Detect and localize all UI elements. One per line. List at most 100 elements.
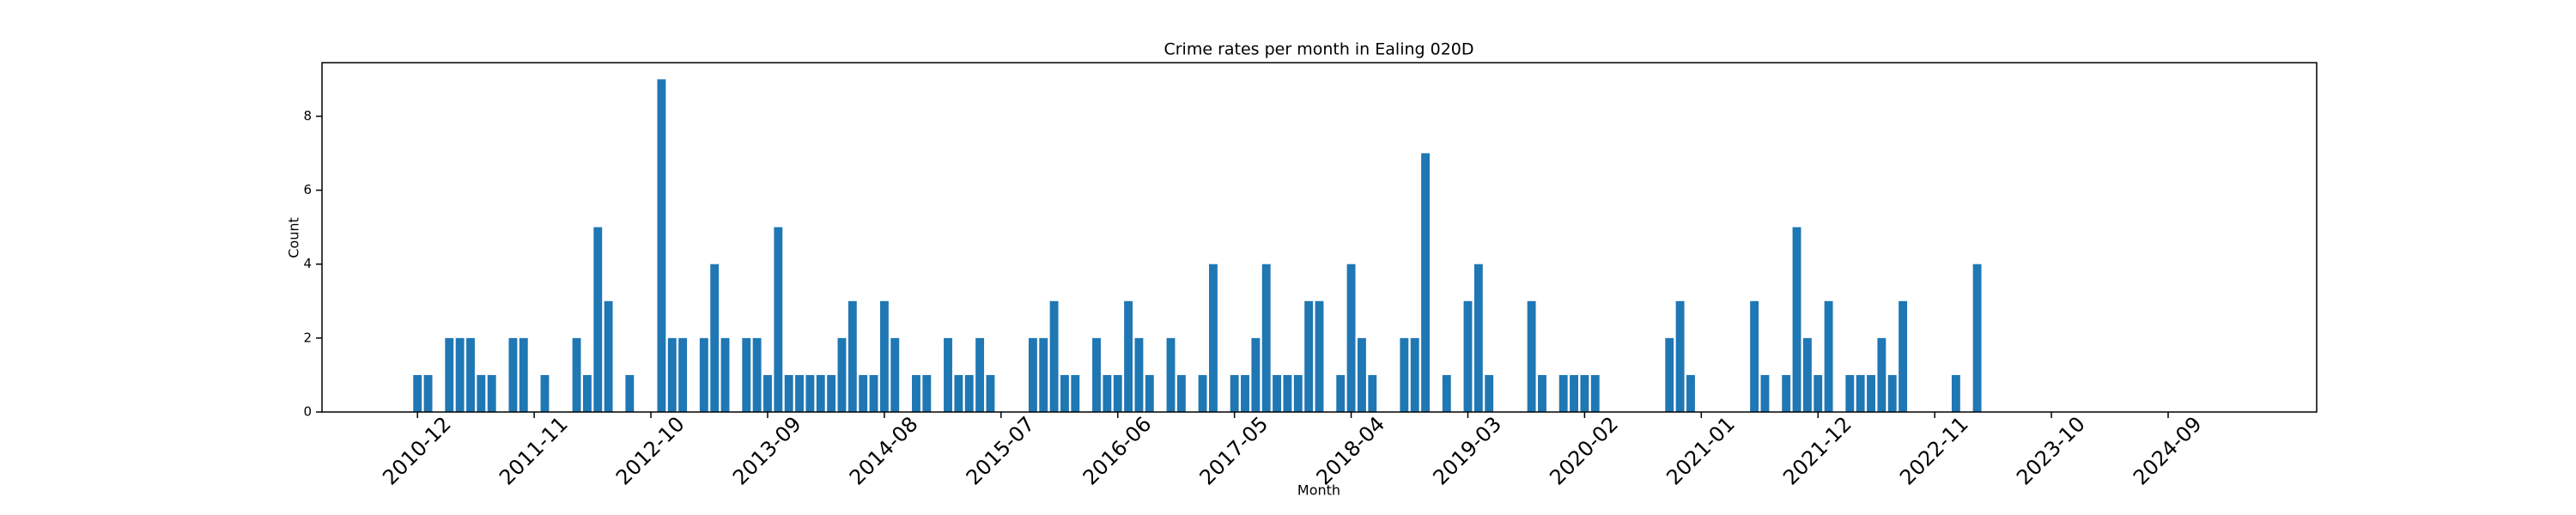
bar xyxy=(1368,374,1377,412)
chart-title: Crime rates per month in Ealing 020D xyxy=(1163,40,1473,59)
plot-frame xyxy=(321,62,2318,413)
bar xyxy=(1208,264,1218,412)
bar xyxy=(593,227,603,412)
bar xyxy=(1824,300,1833,412)
bar xyxy=(795,374,804,412)
bar xyxy=(1867,374,1875,412)
x-tick-label: 2015-07 xyxy=(962,412,1040,490)
y-tick-label: 2 xyxy=(303,330,312,345)
bar xyxy=(487,374,496,412)
x-tick-label: 2021-12 xyxy=(1778,412,1856,490)
bar xyxy=(657,79,666,412)
x-tick-label: 2023-10 xyxy=(2012,412,2090,490)
bar xyxy=(445,337,454,412)
bar xyxy=(848,300,857,412)
bar xyxy=(1877,337,1886,412)
bar xyxy=(572,337,581,412)
bar xyxy=(869,374,878,412)
bar xyxy=(986,374,995,412)
bar xyxy=(1283,374,1292,412)
bar xyxy=(582,374,592,412)
bar xyxy=(1410,337,1419,412)
y-tick-label: 0 xyxy=(303,404,312,420)
bar xyxy=(1198,374,1207,412)
bar xyxy=(1887,374,1897,412)
bar xyxy=(1750,300,1759,412)
bar xyxy=(827,374,836,412)
bar xyxy=(1241,374,1249,412)
bar xyxy=(1092,337,1101,412)
bar xyxy=(1782,374,1791,412)
bar xyxy=(1463,300,1473,412)
bar xyxy=(1538,374,1546,412)
bar xyxy=(1357,337,1366,412)
bar xyxy=(1527,300,1536,412)
bar xyxy=(1071,374,1080,412)
x-tick-label: 2019-03 xyxy=(1428,412,1506,490)
bar xyxy=(423,374,433,412)
bar xyxy=(922,374,932,412)
x-tick-label: 2024-09 xyxy=(2129,412,2207,490)
bar xyxy=(413,374,422,412)
bar xyxy=(466,337,475,412)
bar xyxy=(912,374,920,412)
bar xyxy=(1346,264,1356,412)
bar xyxy=(805,374,815,412)
bar xyxy=(859,374,868,412)
bar xyxy=(1049,300,1059,412)
bar xyxy=(1580,374,1589,412)
bar xyxy=(455,337,465,412)
y-tick-label: 8 xyxy=(303,108,312,124)
bar xyxy=(604,300,613,412)
bar xyxy=(1951,374,1960,412)
bar xyxy=(720,337,730,412)
bar xyxy=(774,227,783,412)
bar xyxy=(1485,374,1494,412)
x-tick-label: 2020-02 xyxy=(1545,412,1623,490)
bar xyxy=(1028,337,1037,412)
bar xyxy=(1176,374,1186,412)
bar xyxy=(1442,374,1451,412)
bar xyxy=(837,337,847,412)
bar xyxy=(1039,337,1048,412)
bar xyxy=(1473,264,1483,412)
x-tick-label: 2012-10 xyxy=(611,412,690,490)
bar xyxy=(1315,300,1324,412)
bar xyxy=(1230,374,1239,412)
bar xyxy=(1665,337,1674,412)
bar xyxy=(1293,374,1303,412)
bar xyxy=(1856,374,1865,412)
bar xyxy=(1558,374,1568,412)
y-axis-label: Count xyxy=(286,217,302,258)
bar xyxy=(1273,374,1282,412)
bar xyxy=(763,374,772,412)
bar xyxy=(944,337,952,412)
x-tick-label: 2018-04 xyxy=(1312,412,1390,490)
bar xyxy=(1400,337,1409,412)
bar xyxy=(1760,374,1770,412)
bar xyxy=(816,374,825,412)
x-tick-label: 2021-01 xyxy=(1662,412,1740,490)
bar xyxy=(975,337,985,412)
bar xyxy=(752,337,762,412)
bar xyxy=(1113,374,1122,412)
bar xyxy=(1166,337,1176,412)
x-tick-label: 2013-09 xyxy=(728,412,806,490)
bar xyxy=(477,374,486,412)
bar xyxy=(1060,374,1069,412)
bar xyxy=(667,337,677,412)
bar xyxy=(1134,337,1144,412)
x-tick-label: 2022-11 xyxy=(1895,412,1973,490)
bar xyxy=(1570,374,1578,412)
bar xyxy=(1261,264,1271,412)
bar xyxy=(508,337,518,412)
bar xyxy=(1675,300,1685,412)
bar xyxy=(879,300,889,412)
x-tick-label: 2014-08 xyxy=(845,412,923,490)
bar xyxy=(678,337,688,412)
bar xyxy=(1251,337,1261,412)
x-tick-label: 2016-06 xyxy=(1078,412,1157,490)
bar xyxy=(1686,374,1695,412)
bar xyxy=(1899,300,1908,412)
